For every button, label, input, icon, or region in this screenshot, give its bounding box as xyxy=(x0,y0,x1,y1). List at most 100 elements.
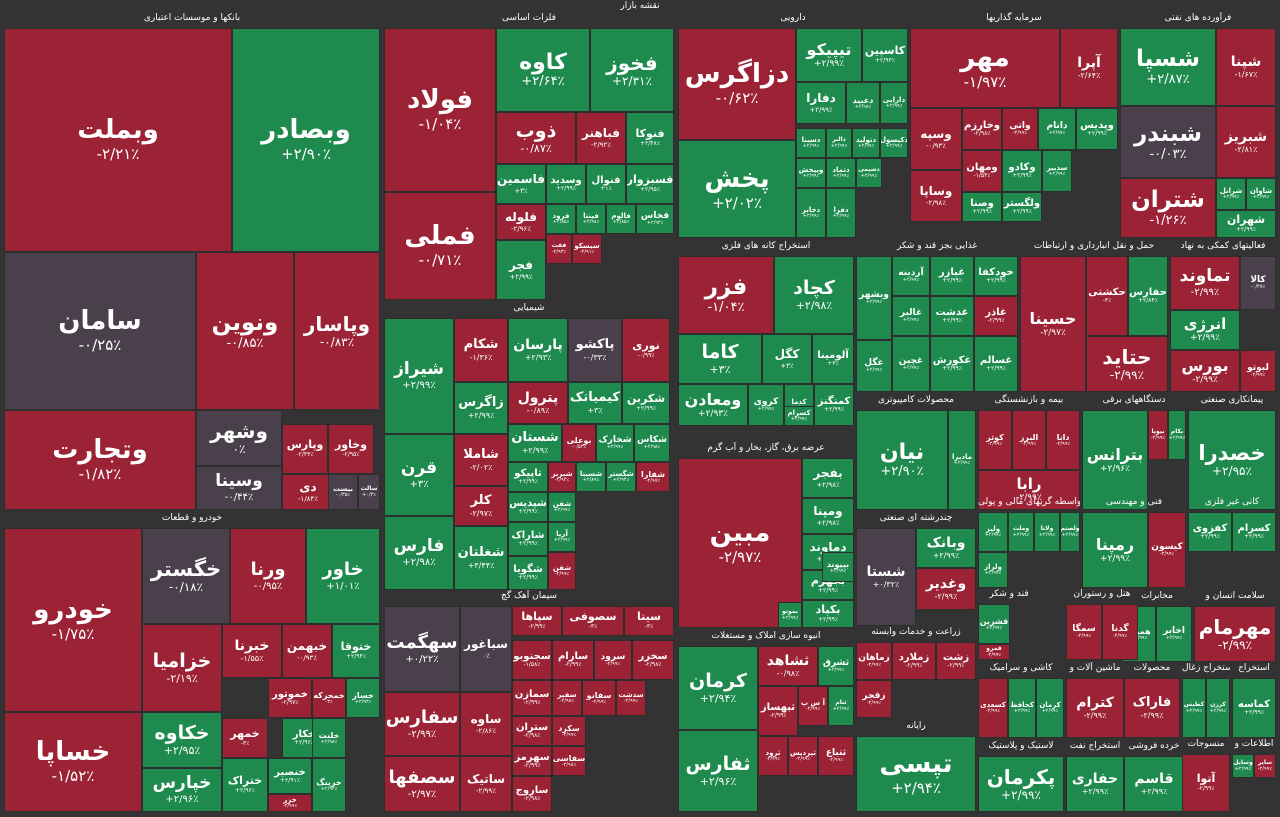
stock-tile[interactable]: آپرا -۲/۶۴٪ xyxy=(1060,28,1118,108)
stock-tile[interactable]: شکربن +۲/۹۹٪ xyxy=(622,382,670,424)
stock-tile[interactable]: بکپاد +۲/۹۹٪ xyxy=(802,600,854,628)
stock-tile[interactable]: آریا +۲/۹۹٪ xyxy=(548,522,576,552)
stock-tile[interactable]: شاراک +۲/۹۹٪ xyxy=(508,522,548,556)
stock-tile[interactable]: ولانا +۲/۹۹٪ xyxy=(1034,512,1060,552)
stock-tile[interactable]: خصدرا +۲/۹۵٪ xyxy=(1188,410,1276,510)
stock-tile[interactable]: سامان -۰/۲۵٪ xyxy=(4,252,196,410)
stock-tile[interactable]: فارس +۲/۹۸٪ xyxy=(384,516,454,590)
stock-tile[interactable]: سفانو -۲/۹۹٪ xyxy=(582,680,616,716)
stock-tile[interactable]: فولاد -۱/۰۴٪ xyxy=(384,28,496,192)
stock-tile[interactable]: وصنا +۲/۹۹٪ xyxy=(962,192,1002,222)
stock-tile[interactable]: کاوه +۲/۶۴٪ xyxy=(496,28,590,112)
stock-tile[interactable]: شسپا +۲/۸۷٪ xyxy=(1120,28,1216,106)
stock-tile[interactable]: وپاسار -۰/۸۳٪ xyxy=(294,252,380,410)
stock-tile[interactable]: وپارس -۲/۴۴٪ xyxy=(282,424,328,474)
stock-tile[interactable]: وغدیر -۲/۹۹٪ xyxy=(916,568,976,610)
stock-tile[interactable]: کاسپین +۲/۹۳٪ xyxy=(862,28,908,82)
stock-tile[interactable]: دتولید +۲/۹۹٪ xyxy=(852,128,880,158)
stock-tile[interactable]: وخارزم -۲/۹۸٪ xyxy=(962,108,1002,150)
stock-tile[interactable]: شبریز -۲/۹۴٪ xyxy=(548,462,576,492)
stock-tile[interactable]: خاور +۱/۰۱٪ xyxy=(306,528,380,624)
stock-tile[interactable]: ولگستر +۲/۹۹٪ xyxy=(1002,192,1042,222)
stock-tile[interactable]: شبریز -۲/۸۱٪ xyxy=(1216,106,1276,178)
stock-tile[interactable]: لبوتو -۲/۹۹٪ xyxy=(1240,350,1276,392)
stock-tile[interactable]: کگل +۳٪ xyxy=(762,334,812,384)
stock-tile[interactable]: خرینگ +۲/۹۲٪ xyxy=(312,758,346,812)
stock-tile[interactable]: کالا -۰/۴۷٪ xyxy=(1240,256,1276,310)
stock-tile[interactable]: نیان +۲/۹۰٪ xyxy=(856,410,948,510)
stock-tile[interactable]: خزر -۲/۹۹٪ xyxy=(268,794,312,812)
stock-tile[interactable]: ولراز +۲/۹۹٪ xyxy=(978,552,1008,588)
stock-tile[interactable]: دزاگرس -۰/۶۲٪ xyxy=(678,28,796,140)
stock-tile[interactable]: سجنوبو -۱/۵۸٪ xyxy=(512,640,552,680)
stock-tile[interactable]: قاسم +۲/۹۹٪ xyxy=(1124,756,1184,812)
stock-tile[interactable]: بیست -۰/۳۵٪ xyxy=(328,474,358,510)
stock-tile[interactable]: خنصیر +۲/۹۱٪ xyxy=(268,758,312,794)
stock-tile[interactable]: شستان +۲/۹۹٪ xyxy=(508,424,562,462)
stock-tile[interactable]: دشیمی +۲/۹۹٪ xyxy=(856,158,882,188)
stock-tile[interactable]: شتران -۱/۲۶٪ xyxy=(1120,178,1216,238)
stock-tile[interactable]: فسبزوار +۲/۹۵٪ xyxy=(626,164,674,204)
stock-tile[interactable]: بترانس +۲/۹۶٪ xyxy=(1082,410,1148,510)
stock-tile[interactable]: غالبر +۲/۹۹٪ xyxy=(892,296,930,336)
stock-tile[interactable]: سیسکو -۲/۹۱٪ xyxy=(572,234,602,264)
stock-tile[interactable]: وتجارت -۱/۸۲٪ xyxy=(4,410,196,510)
stock-tile[interactable]: ثتباع -۲/۹۹٪ xyxy=(818,736,854,776)
stock-tile[interactable]: کسرام +۲/۹۹٪ xyxy=(1232,512,1276,552)
stock-tile[interactable]: دی -۱/۸۴٪ xyxy=(282,474,334,510)
stock-tile[interactable]: فزر -۱/۰۴٪ xyxy=(678,256,774,334)
stock-tile[interactable]: زملارد -۲/۹۹٪ xyxy=(892,642,936,680)
stock-tile[interactable]: وبصادر +۲/۹۰٪ xyxy=(232,28,380,252)
stock-tile[interactable]: مهرمام -۲/۹۹٪ xyxy=(1194,606,1276,662)
stock-tile[interactable]: سدبیر +۲/۹۹٪ xyxy=(1042,150,1072,192)
stock-tile[interactable]: بیویا -۲/۹۹٪ xyxy=(1148,410,1168,460)
stock-tile[interactable]: فالوم +۲/۸۵٪ xyxy=(606,204,636,234)
stock-tile[interactable]: ختوقا +۲/۹۴٪ xyxy=(332,624,380,678)
stock-tile[interactable]: فملی -۰/۷۱٪ xyxy=(384,192,496,300)
stock-tile[interactable]: وساپا -۲/۹۸٪ xyxy=(910,170,962,222)
stock-tile[interactable]: دکپسول +۲/۹۹٪ xyxy=(880,128,908,158)
stock-tile[interactable]: کطبس +۲/۹۹٪ xyxy=(1182,678,1206,738)
stock-tile[interactable]: شفارا -۲/۹۷٪ xyxy=(636,462,670,492)
stock-tile[interactable]: ولصنم +۲/۹۹٪ xyxy=(1060,512,1080,552)
stock-tile[interactable]: ثبهساز -۲/۹۹٪ xyxy=(758,686,798,736)
stock-tile[interactable]: غدشت +۲/۹۹٪ xyxy=(930,296,974,336)
stock-tile[interactable]: کیمیاتک +۳٪ xyxy=(568,382,622,424)
stock-tile[interactable]: کاما +۳٪ xyxy=(678,334,762,384)
stock-tile[interactable]: زماهان -۲/۹۹٪ xyxy=(856,642,892,680)
stock-tile[interactable]: سمازن -۲/۹۹٪ xyxy=(512,680,552,716)
stock-tile[interactable]: ستران -۲/۹۸٪ xyxy=(512,716,552,746)
stock-tile[interactable]: واتی -۲/۹۹٪ xyxy=(1002,108,1038,150)
stock-tile[interactable]: سصفها -۲/۹۷٪ xyxy=(384,756,460,812)
stock-tile[interactable]: ثرود -۲/۹۹٪ xyxy=(758,736,788,776)
stock-tile[interactable]: زاگرس +۲/۹۹٪ xyxy=(454,382,508,434)
stock-tile[interactable]: خزامیا -۲/۱۹٪ xyxy=(142,624,222,712)
stock-tile[interactable]: سفارس -۲/۹۹٪ xyxy=(384,692,460,756)
stock-tile[interactable]: وپدیس +۲/۹۹٪ xyxy=(1076,108,1118,150)
stock-tile[interactable]: خلنت +۲/۹۸٪ xyxy=(312,718,346,758)
stock-tile[interactable]: خودکفا +۲/۹۹٪ xyxy=(974,256,1018,296)
stock-tile[interactable]: شکام -۱/۳۶٪ xyxy=(454,318,508,382)
stock-tile[interactable]: دسینا +۲/۹۹٪ xyxy=(796,128,826,158)
stock-tile[interactable]: البرز -۲/۹۹٪ xyxy=(1012,410,1046,470)
stock-tile[interactable]: ثشاهد -۰/۹۸٪ xyxy=(758,646,818,686)
stock-tile[interactable]: قرن +۳٪ xyxy=(384,434,454,516)
stock-tile[interactable]: کیسون -۲/۹۹٪ xyxy=(1148,512,1186,588)
stock-tile[interactable]: کفزوی +۲/۹۹٪ xyxy=(1188,512,1232,552)
stock-tile[interactable]: ثپردیس -۲/۹۹٪ xyxy=(788,736,818,776)
stock-tile[interactable]: شستا +۰/۳۲٪ xyxy=(856,528,916,626)
stock-tile[interactable]: غگل +۲/۹۹٪ xyxy=(856,340,892,392)
stock-tile[interactable]: دفارا +۲/۹۹٪ xyxy=(796,82,846,124)
stock-tile[interactable]: بفجر +۲/۹۸٪ xyxy=(802,458,854,498)
stock-tile[interactable]: دجابر +۲/۹۹٪ xyxy=(796,188,826,238)
stock-tile[interactable]: کترام -۲/۹۹٪ xyxy=(1066,678,1124,738)
stock-tile[interactable]: پترول -۰/۸۹٪ xyxy=(508,382,568,424)
stock-tile[interactable]: فرود +۲/۸۵٪ xyxy=(546,204,576,234)
stock-tile[interactable]: کچاد +۲/۹۸٪ xyxy=(774,256,854,334)
stock-tile[interactable]: ومعادن +۲/۹۳٪ xyxy=(678,384,748,426)
stock-tile[interactable]: سپاها -۲/۹۹٪ xyxy=(512,606,562,636)
stock-tile[interactable]: سهرمز -۲/۹۹٪ xyxy=(512,746,552,776)
stock-tile[interactable]: شفن -۲/۹۹٪ xyxy=(548,552,576,590)
stock-tile[interactable]: کرمان +۲/۹۹٪ xyxy=(1036,678,1064,738)
stock-tile[interactable]: کحافظ +۲/۹۹٪ xyxy=(1008,678,1036,738)
